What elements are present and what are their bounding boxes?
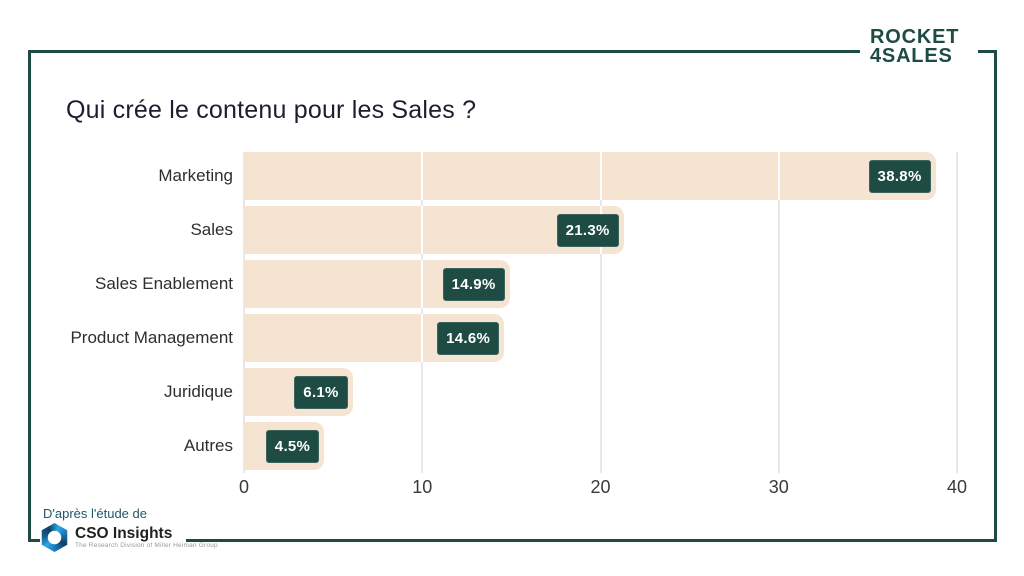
gridline-over-bar: [421, 314, 424, 362]
gridline-over-bar: [599, 152, 602, 200]
frame-border-left: [28, 50, 31, 542]
gridline: [956, 152, 958, 473]
bar-chart: Marketing 38.8% Sales 21.3% Sales Enablement…: [30, 149, 994, 519]
gridline-over-bar: [421, 260, 424, 308]
gridline-over-bar: [421, 206, 424, 254]
bar: 21.3%: [244, 206, 624, 254]
bar-row: Sales 21.3%: [30, 206, 994, 254]
value-badge: 6.1%: [294, 375, 348, 409]
frame-border-bottom: [186, 539, 997, 542]
gridline-over-bar: [421, 152, 424, 200]
gridline: [243, 152, 245, 473]
frame-border-bottom-corner: [28, 539, 40, 542]
bar-row: Autres 4.5%: [30, 422, 994, 470]
bar: 4.5%: [244, 422, 325, 470]
frame-border-top: [28, 50, 860, 53]
bar: 14.9%: [244, 260, 510, 308]
bar-row: Marketing 38.8%: [30, 152, 994, 200]
x-tick-label: 0: [238, 477, 249, 497]
x-tick-label: 10: [412, 477, 433, 497]
frame-border-top-corner: [978, 50, 997, 53]
category-label: Autres: [183, 436, 233, 455]
category-label: Juridique: [164, 382, 233, 401]
bar: 14.6%: [244, 314, 505, 362]
logo-line-1: ROCKET: [870, 26, 960, 48]
rocket4sales-logo: ROCKET 4SALES: [870, 26, 960, 67]
bar-row: Sales Enablement 14.9%: [30, 260, 994, 308]
gridline-over-bar: [777, 152, 780, 200]
bar: 38.8%: [244, 152, 936, 200]
source-subtitle: The Research Division of Miller Heiman G…: [75, 542, 218, 549]
category-label: Product Management: [70, 328, 233, 347]
frame-border-right: [994, 50, 997, 542]
x-tick-label: 40: [946, 477, 968, 497]
logo-line-2: 4SALES: [870, 45, 953, 67]
cso-insights-logo-icon: [41, 523, 68, 552]
value-badge: 38.8%: [868, 159, 931, 193]
source-block: CSO Insights The Research Division of Mi…: [40, 523, 218, 552]
x-tick-label: 20: [590, 477, 611, 497]
x-tick-label: 30: [768, 477, 789, 497]
value-badge: 4.5%: [265, 429, 320, 463]
chart-title: Qui crée le contenu pour les Sales ?: [66, 96, 477, 124]
gridline: [421, 152, 424, 473]
gridline: [599, 152, 602, 473]
source-prefix: D'après l'étude de: [43, 506, 147, 521]
value-badge: 21.3%: [556, 213, 619, 247]
value-badge: 14.6%: [437, 321, 500, 355]
value-badge: 14.9%: [442, 267, 505, 301]
bar-row: Product Management 14.6%: [30, 314, 994, 362]
category-label: Marketing: [158, 166, 233, 185]
gridline: [777, 152, 780, 473]
category-label: Sales: [190, 220, 233, 239]
source-name: CSO Insights: [75, 525, 173, 542]
bar: 6.1%: [244, 368, 353, 416]
bar-row: Juridique 6.1%: [30, 368, 994, 416]
category-label: Sales Enablement: [95, 274, 233, 293]
